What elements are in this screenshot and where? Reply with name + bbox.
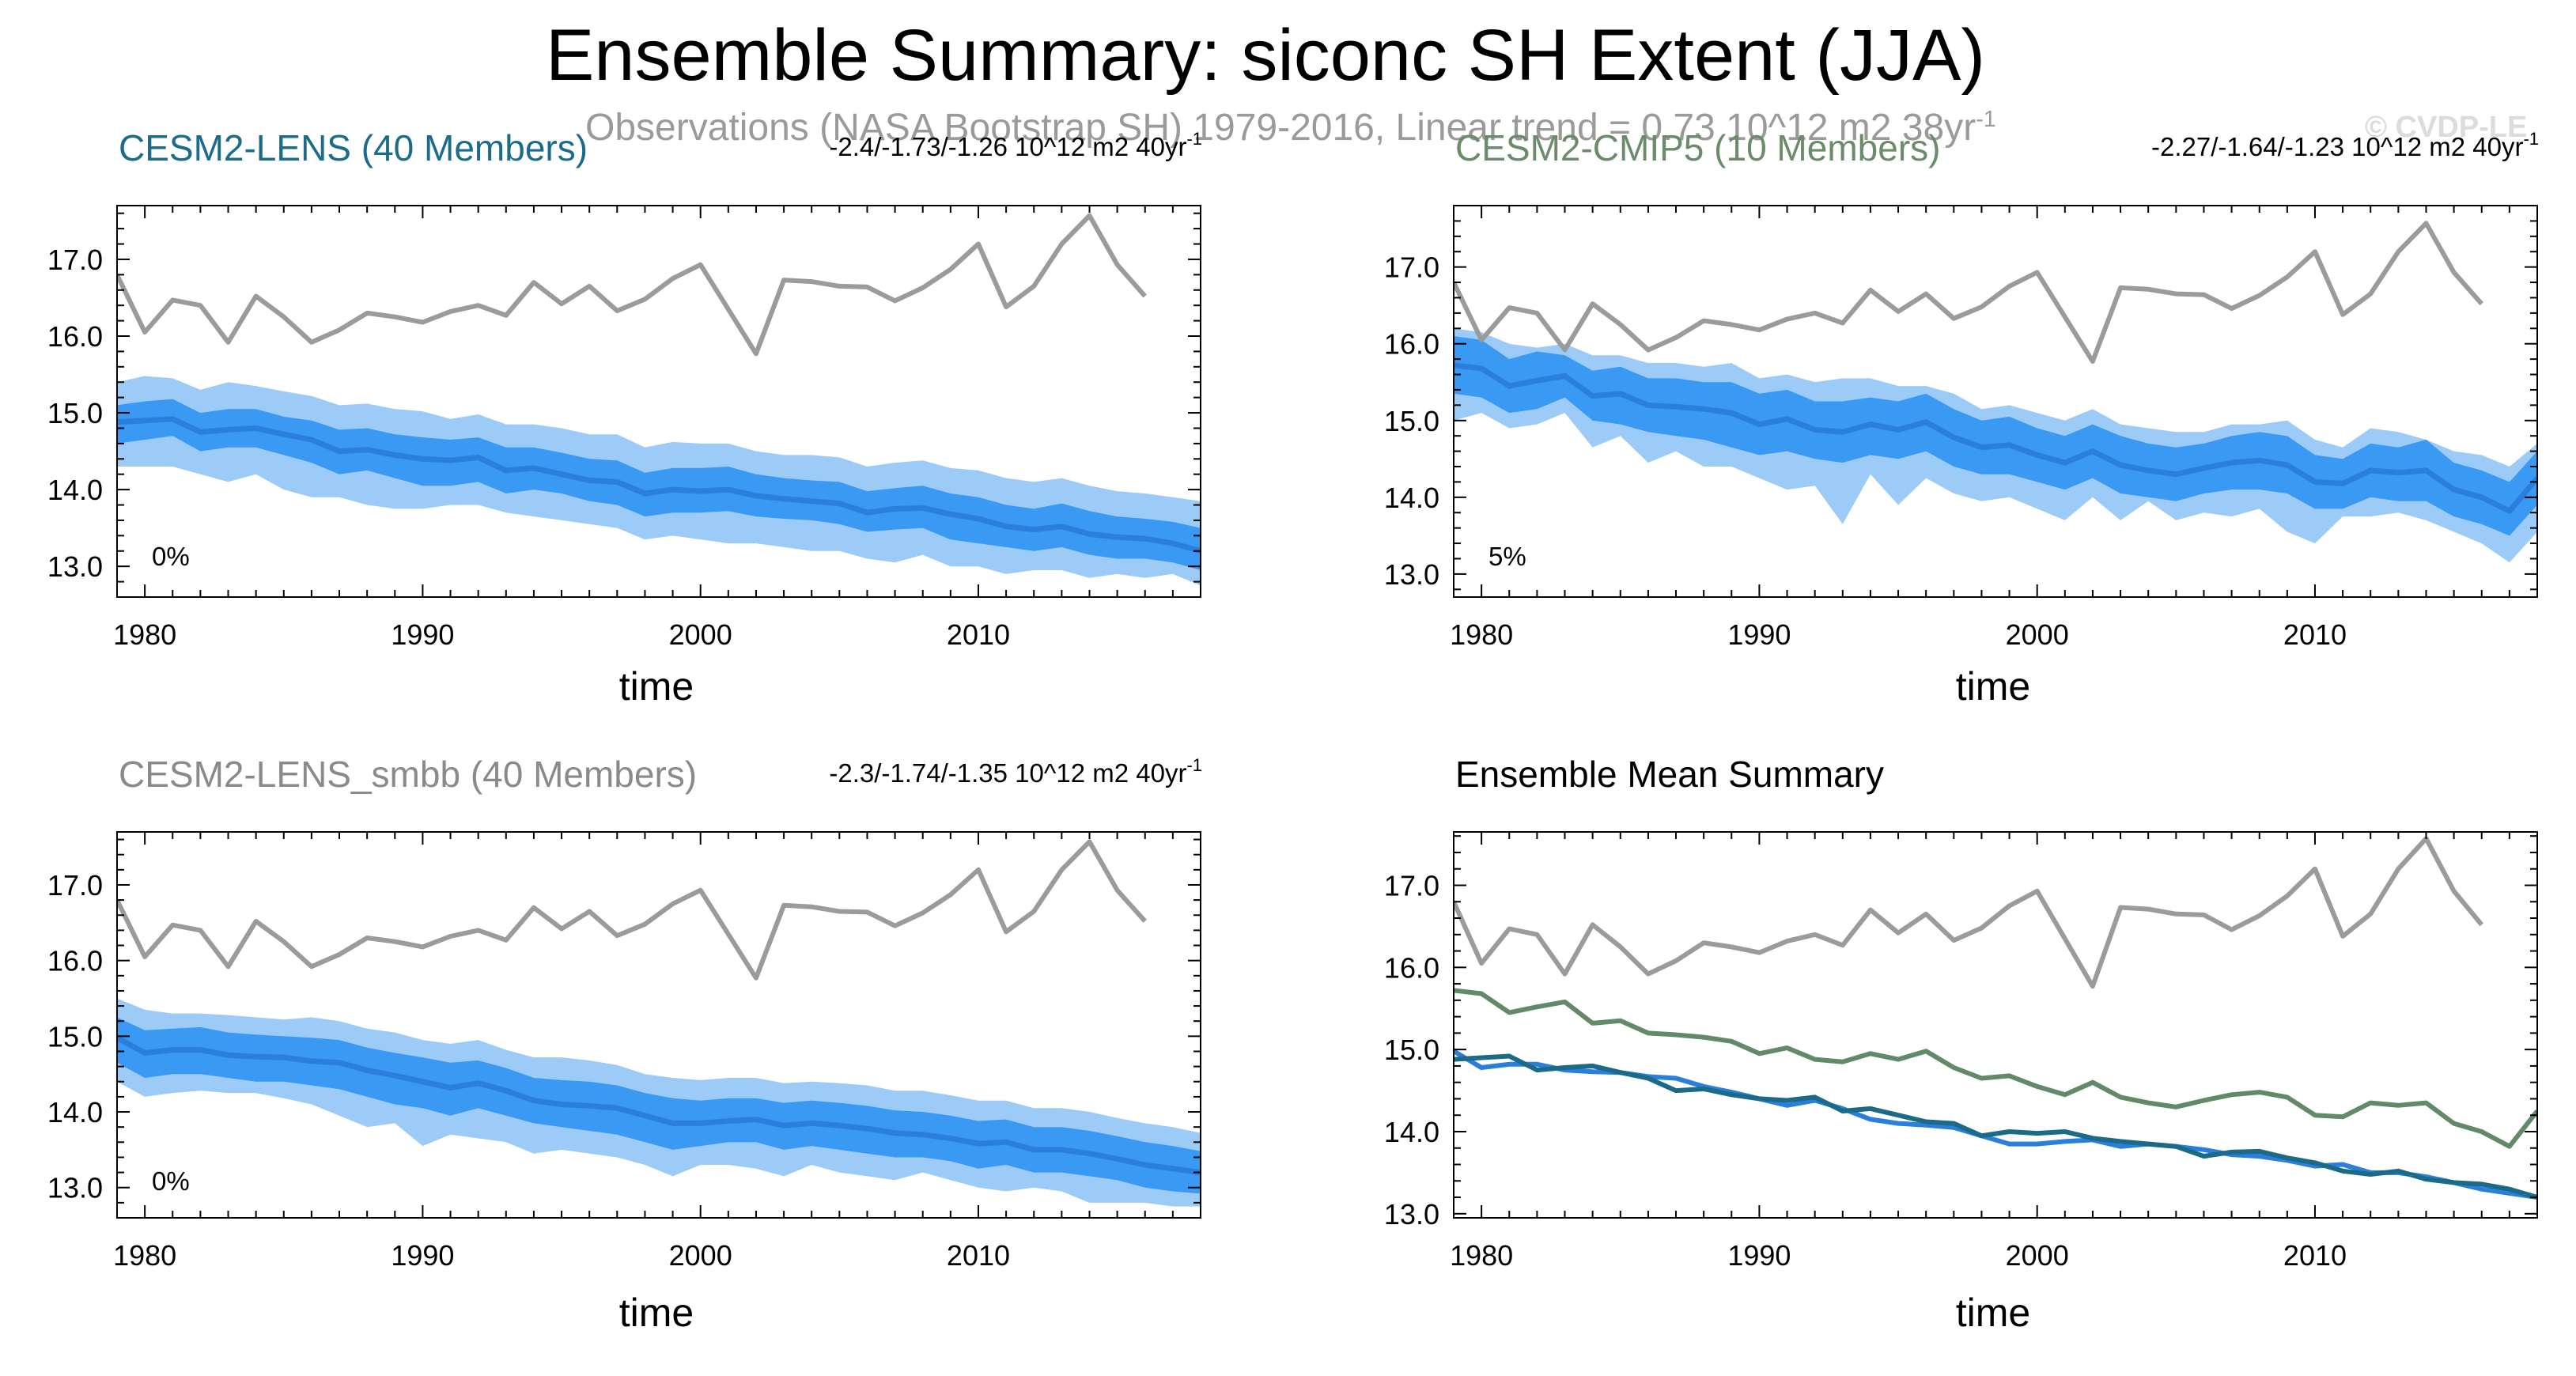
ensemble-percentile-band	[1454, 336, 2537, 536]
x-tick-label: 1980	[113, 618, 176, 651]
x-tick-label: 2000	[669, 618, 732, 651]
x-tick-label: 2000	[669, 1239, 732, 1272]
x-tick-label: 2010	[2283, 1239, 2347, 1272]
panel-title: Ensemble Mean Summary	[1455, 754, 1884, 795]
ensemble-percentile-band	[117, 1017, 1201, 1194]
percent-label: 0%	[152, 1166, 190, 1196]
ensemble-mean-line	[117, 416, 1201, 554]
panel-3: CESM2-LENS_smbb (40 Members) -2.3/-1.74/-…	[47, 754, 1202, 1335]
x-tick-label: 1990	[391, 618, 454, 651]
y-tick-label: 13.0	[1384, 558, 1439, 591]
x-tick-label: 1990	[1727, 1239, 1791, 1272]
y-tick-label: 17.0	[47, 869, 103, 902]
y-tick-label: 14.0	[47, 1096, 103, 1128]
y-tick-label: 16.0	[47, 320, 103, 353]
x-axis-label: time	[619, 664, 694, 709]
plot-area	[117, 839, 1201, 1207]
x-tick-label: 1990	[1727, 618, 1791, 651]
x-axis-label: time	[1956, 1291, 2030, 1335]
panel-trend-label: -2.3/-1.74/-1.35 10^12 m2 40yr-1	[829, 755, 1202, 788]
x-tick-label: 2010	[2283, 618, 2347, 651]
panel-1: CESM2-LENS (40 Members) -2.4/-1.73/-1.26 …	[47, 127, 1202, 709]
percent-label: 5%	[1488, 542, 1526, 571]
y-tick-label: 15.0	[1384, 405, 1439, 437]
y-tick-label: 16.0	[1384, 951, 1439, 984]
series-line	[1454, 1053, 2537, 1200]
y-tick-label: 14.0	[1384, 482, 1439, 514]
x-tick-label: 1980	[113, 1239, 176, 1272]
panel-title: CESM2-LENS_smbb (40 Members)	[119, 754, 697, 795]
ensemble-percentile-band	[117, 399, 1201, 570]
observations-line	[1454, 221, 2483, 364]
x-tick-label: 1980	[1450, 618, 1513, 651]
series-line	[1454, 988, 2537, 1149]
x-tick-label: 2000	[2006, 618, 2069, 651]
panel-title: CESM2-CMIP5 (10 Members)	[1455, 127, 1940, 168]
plot-area	[117, 213, 1201, 586]
y-tick-label: 15.0	[47, 397, 103, 429]
x-tick-label: 2000	[2006, 1239, 2069, 1272]
observations-line	[117, 213, 1147, 357]
ensemble-mean-line	[1454, 362, 2537, 514]
percent-label: 0%	[152, 542, 190, 571]
watermark: © CVDP-LE	[2365, 111, 2528, 144]
subtitle-text: Observations (NASA Bootstrap SH) 1979-20…	[585, 107, 1976, 149]
panel-title: CESM2-LENS (40 Members)	[119, 127, 588, 168]
y-tick-label: 14.0	[47, 474, 103, 506]
subtitle-sup: -1	[1976, 107, 1996, 132]
x-tick-label: 2010	[947, 1239, 1010, 1272]
y-tick-label: 14.0	[1384, 1116, 1439, 1148]
panel-4: Ensemble Mean Summary 13.0 14.0 15.0 16.0 17.…	[1384, 754, 2538, 1335]
y-tick-label: 17.0	[1384, 251, 1439, 284]
y-tick-label: 15.0	[47, 1020, 103, 1053]
x-axis-label: time	[1956, 664, 2030, 709]
y-tick-label: 16.0	[47, 945, 103, 977]
y-tick-label: 16.0	[1384, 328, 1439, 361]
x-tick-label: 1990	[391, 1239, 454, 1272]
observations-subtitle: Observations (NASA Bootstrap SH) 1979-20…	[585, 106, 1996, 149]
panel-2: CESM2-CMIP5 (10 Members) -2.27/-1.64/-1.2…	[1384, 127, 2539, 709]
y-tick-label: 13.0	[47, 1172, 103, 1204]
y-tick-label: 13.0	[1384, 1198, 1439, 1230]
x-axis-label: time	[619, 1291, 694, 1335]
plot-frame	[1453, 205, 2538, 598]
y-tick-label: 17.0	[47, 244, 103, 276]
y-tick-label: 13.0	[47, 550, 103, 583]
figure-title: Ensemble Summary: siconc SH Extent (JJA)	[545, 15, 1986, 96]
x-tick-label: 1980	[1450, 1239, 1513, 1272]
plot-frame	[116, 831, 1201, 1219]
observations-line	[117, 839, 1147, 981]
y-tick-label: 15.0	[1384, 1034, 1439, 1066]
plot-frame	[116, 205, 1201, 598]
x-tick-label: 2010	[947, 618, 1010, 651]
plot-area	[1454, 221, 2537, 563]
plot-frame	[1453, 831, 2538, 1219]
ensemble-mean-line	[117, 1035, 1201, 1176]
series-line	[1454, 836, 2484, 989]
plot-area	[1454, 836, 2537, 1200]
panel-trend-label: -2.4/-1.73/-1.26 10^12 m2 40yr-1	[829, 129, 1202, 161]
panel-trend-label: -2.27/-1.64/-1.23 10^12 m2 40yr-1	[2151, 129, 2539, 161]
y-tick-label: 17.0	[1384, 869, 1439, 902]
